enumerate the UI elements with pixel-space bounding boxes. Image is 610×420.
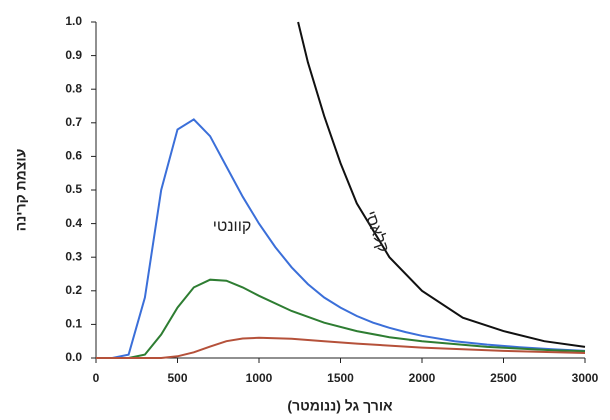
y-tick-label: 0.2 <box>65 283 82 297</box>
y-tick-label: 0.3 <box>65 249 82 263</box>
y-tick-label: 0.9 <box>65 48 82 62</box>
x-tick-label: 2000 <box>409 371 436 385</box>
y-axis-title: עוצמת קרינה <box>13 149 29 231</box>
x-tick-label: 1000 <box>246 371 273 385</box>
y-tick-label: 0.0 <box>65 350 82 364</box>
annotation: קלאסי <box>361 209 393 255</box>
y-tick-label: 0.7 <box>65 115 82 129</box>
series-line <box>297 21 586 348</box>
y-tick-label: 0.4 <box>65 216 82 230</box>
x-tick-label: 1500 <box>327 371 354 385</box>
y-tick-label: 0.5 <box>65 182 82 196</box>
series-line <box>96 118 586 359</box>
x-axis-title: אורך גל (ננומטר) <box>287 398 393 414</box>
annotation: קוונטי <box>213 218 252 235</box>
x-tick-label: 500 <box>167 371 187 385</box>
series-line <box>96 336 586 359</box>
x-tick-label: 3000 <box>572 371 599 385</box>
series-line <box>96 278 586 359</box>
x-tick-label: 0 <box>93 371 100 385</box>
y-tick-label: 0.6 <box>65 149 82 163</box>
y-tick-label: 1.0 <box>65 14 82 28</box>
y-tick-label: 0.1 <box>65 317 82 331</box>
x-tick-label: 2500 <box>490 371 517 385</box>
y-tick-label: 0.8 <box>65 81 82 95</box>
